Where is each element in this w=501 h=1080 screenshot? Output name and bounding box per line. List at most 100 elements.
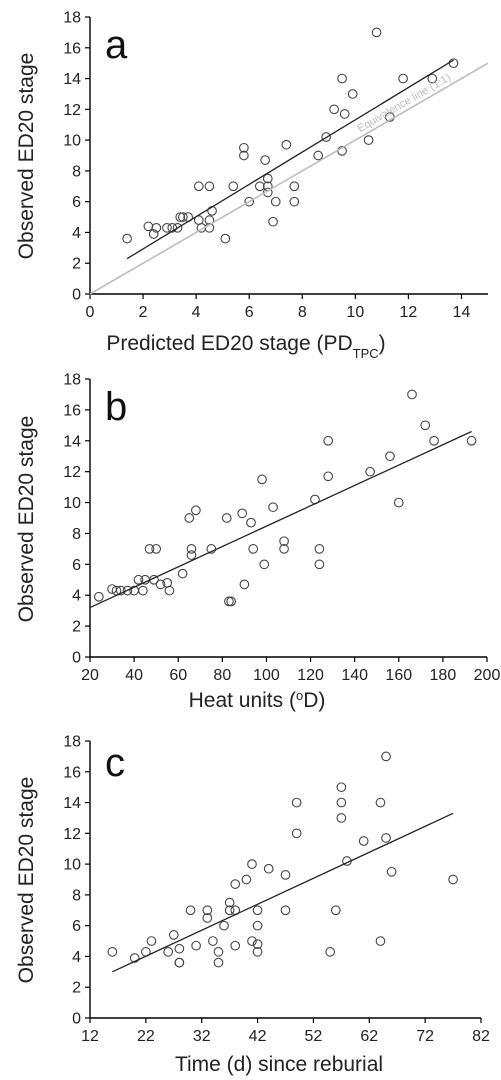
- panel-a-letter: a: [105, 23, 128, 67]
- data-point: [239, 579, 250, 590]
- data-point: [375, 797, 386, 808]
- data-point: [248, 544, 259, 554]
- data-point: [321, 132, 331, 142]
- data-point: [289, 181, 300, 192]
- data-point: [237, 508, 248, 519]
- data-point: [339, 109, 350, 119]
- data-point: [224, 596, 234, 607]
- panel-a-x-axis-title: Predicted ED20 stage (PDTPC): [106, 332, 385, 361]
- y-tick-label: 6: [72, 918, 81, 935]
- x-tick-label: 4: [192, 304, 201, 321]
- data-point: [289, 196, 300, 207]
- data-point: [239, 150, 249, 161]
- data-point: [337, 73, 347, 84]
- data-point: [224, 897, 235, 908]
- y-tick-label: 4: [72, 949, 81, 966]
- data-point: [143, 221, 154, 232]
- data-point: [219, 920, 229, 931]
- y-tick-label: 6: [72, 557, 81, 574]
- y-tick-label: 2: [72, 980, 81, 997]
- y-tick-label: 0: [72, 287, 81, 304]
- x-tick-label: 140: [341, 667, 368, 684]
- data-point: [107, 946, 118, 957]
- data-point: [259, 559, 270, 570]
- data-point: [138, 585, 148, 596]
- panel-c: 0 2 4 6 8 10 12 14 16 18 12 22 32 42 52 62 72 82 c Time (…: [15, 734, 490, 1077]
- data-point: [280, 905, 291, 916]
- data-point: [151, 544, 162, 554]
- y-tick-label: 18: [63, 10, 81, 27]
- y-tick-label: 18: [63, 372, 81, 389]
- x-tick-label: 72: [416, 1028, 434, 1045]
- y-tick-label: 18: [63, 734, 81, 751]
- data-point: [196, 222, 207, 233]
- data-point: [385, 451, 395, 462]
- data-point: [191, 940, 201, 951]
- data-point: [174, 943, 185, 954]
- data-point: [398, 73, 408, 84]
- data-point: [185, 905, 196, 916]
- data-point: [202, 913, 213, 923]
- data-point: [386, 866, 397, 877]
- data-point: [148, 229, 159, 239]
- data-point: [260, 155, 270, 165]
- data-point: [228, 181, 239, 192]
- data-point: [262, 187, 273, 198]
- data-point: [291, 828, 302, 839]
- x-tick-label: 200: [474, 667, 501, 684]
- data-point: [168, 930, 179, 940]
- data-point: [208, 936, 218, 946]
- x-tick-label: 160: [385, 667, 412, 684]
- data-point: [291, 797, 302, 808]
- data-point: [207, 206, 217, 216]
- data-point: [213, 957, 224, 968]
- data-point: [420, 420, 431, 431]
- data-point: [230, 940, 241, 951]
- data-point: [93, 591, 104, 602]
- data-point: [239, 142, 249, 153]
- y-tick-label: 16: [63, 40, 81, 57]
- panel-b: 0 2 4 6 8 10 12 14 16 18 20 40 60 80 100 120 140 160 180 20…: [15, 372, 500, 713]
- panel-c-x-axis-title: Time (d) since reburial: [175, 1053, 383, 1076]
- data-point: [174, 957, 185, 968]
- data-point: [146, 936, 157, 946]
- data-point: [164, 585, 175, 596]
- data-point: [257, 474, 267, 485]
- y-tick-label: 0: [72, 1011, 81, 1028]
- data-point: [314, 559, 325, 570]
- data-point: [163, 946, 174, 957]
- data-point: [381, 751, 391, 762]
- data-point: [184, 513, 195, 523]
- data-point: [244, 196, 255, 207]
- data-point: [314, 544, 325, 554]
- y-tick-label: 14: [63, 795, 81, 812]
- data-point: [393, 497, 404, 508]
- data-point: [122, 585, 133, 596]
- x-tick-label: 100: [253, 667, 280, 684]
- data-point: [247, 936, 257, 946]
- data-point: [375, 936, 386, 946]
- data-point: [252, 920, 263, 931]
- data-point: [252, 939, 263, 949]
- y-tick-label: 8: [72, 887, 81, 904]
- data-point: [204, 181, 215, 192]
- y-tick-label: 16: [63, 402, 81, 419]
- panel-c-fit-line: [112, 812, 454, 973]
- x-tick-label: 52: [305, 1028, 323, 1045]
- data-point: [279, 536, 289, 547]
- data-point: [329, 104, 339, 115]
- data-point: [371, 27, 382, 38]
- data-point: [178, 212, 188, 222]
- panel-a-y-axis-title: Observed ED20 stage: [15, 53, 38, 260]
- y-tick-label: 8: [72, 163, 81, 180]
- x-tick-label: 180: [430, 667, 457, 684]
- x-tick-label: 12: [81, 1028, 99, 1045]
- y-tick-label: 12: [63, 102, 81, 119]
- data-point: [280, 870, 291, 880]
- data-point: [466, 435, 477, 446]
- panel-c-points: [107, 751, 458, 968]
- data-point: [220, 233, 231, 244]
- x-tick-label: 0: [86, 304, 95, 321]
- panel-c-ticks: 0 2 4 6 8 10 12 14 16 18 12 22 32 42 52 62 72 82: [63, 734, 490, 1046]
- panel-a-points: [122, 27, 459, 244]
